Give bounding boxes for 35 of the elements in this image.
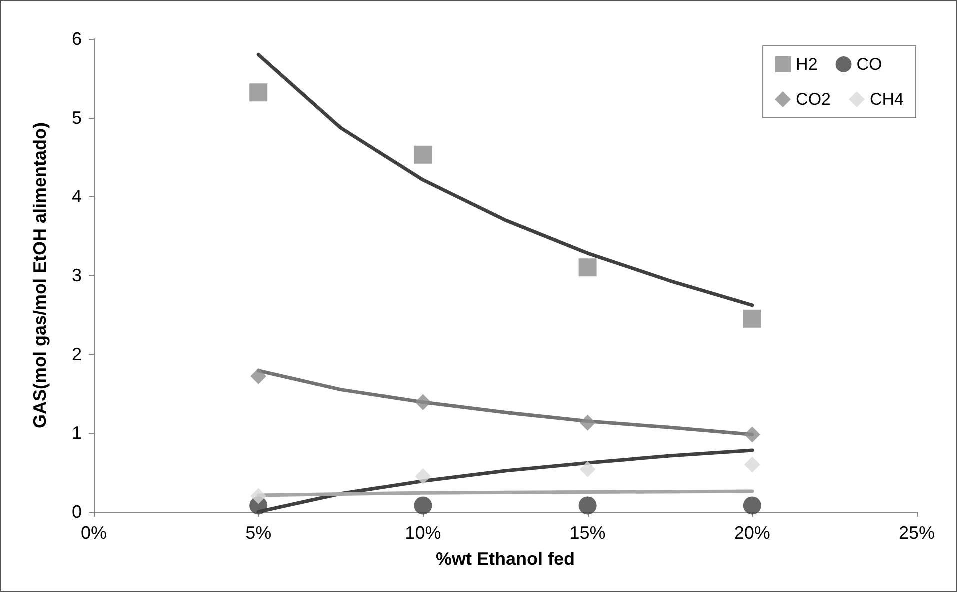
point bbox=[580, 414, 596, 431]
y-tick-label: 2 bbox=[72, 344, 82, 364]
point bbox=[744, 456, 760, 473]
y-tick-label: 5 bbox=[72, 108, 82, 128]
x-tick-label: 5% bbox=[246, 523, 272, 543]
x-tick-label: 10% bbox=[405, 523, 442, 543]
point bbox=[414, 146, 432, 164]
line-series bbox=[256, 53, 754, 308]
point bbox=[250, 84, 268, 102]
y-tick-label: 0 bbox=[72, 502, 82, 522]
point bbox=[250, 368, 267, 384]
x-tick-label: 20% bbox=[734, 523, 770, 543]
y-axis-title: GAS(mol gas/mol EtOH alimentado) bbox=[30, 122, 50, 429]
x-tick-label: 15% bbox=[570, 523, 606, 543]
point bbox=[743, 496, 762, 515]
point bbox=[578, 496, 597, 515]
y-tick-label: 4 bbox=[72, 186, 82, 207]
legend-label: CH4 bbox=[870, 90, 904, 109]
point bbox=[415, 468, 432, 485]
y-tick-label: 3 bbox=[72, 266, 82, 286]
legend-label: H2 bbox=[796, 55, 818, 74]
point bbox=[743, 310, 762, 328]
point bbox=[250, 488, 267, 504]
legend-label: CO bbox=[856, 55, 882, 74]
y-tick-label: 6 bbox=[72, 29, 82, 49]
point bbox=[580, 461, 596, 478]
point bbox=[414, 496, 432, 515]
x-axis-title: %wt Ethanol fed bbox=[436, 549, 575, 569]
x-tick-label: 0% bbox=[80, 523, 108, 543]
x-tick-label: 25% bbox=[898, 523, 936, 543]
point bbox=[578, 258, 597, 277]
point bbox=[415, 394, 432, 410]
y-tick-label: 1 bbox=[72, 423, 82, 444]
point bbox=[744, 426, 760, 443]
legend-label: CO2 bbox=[796, 90, 832, 109]
